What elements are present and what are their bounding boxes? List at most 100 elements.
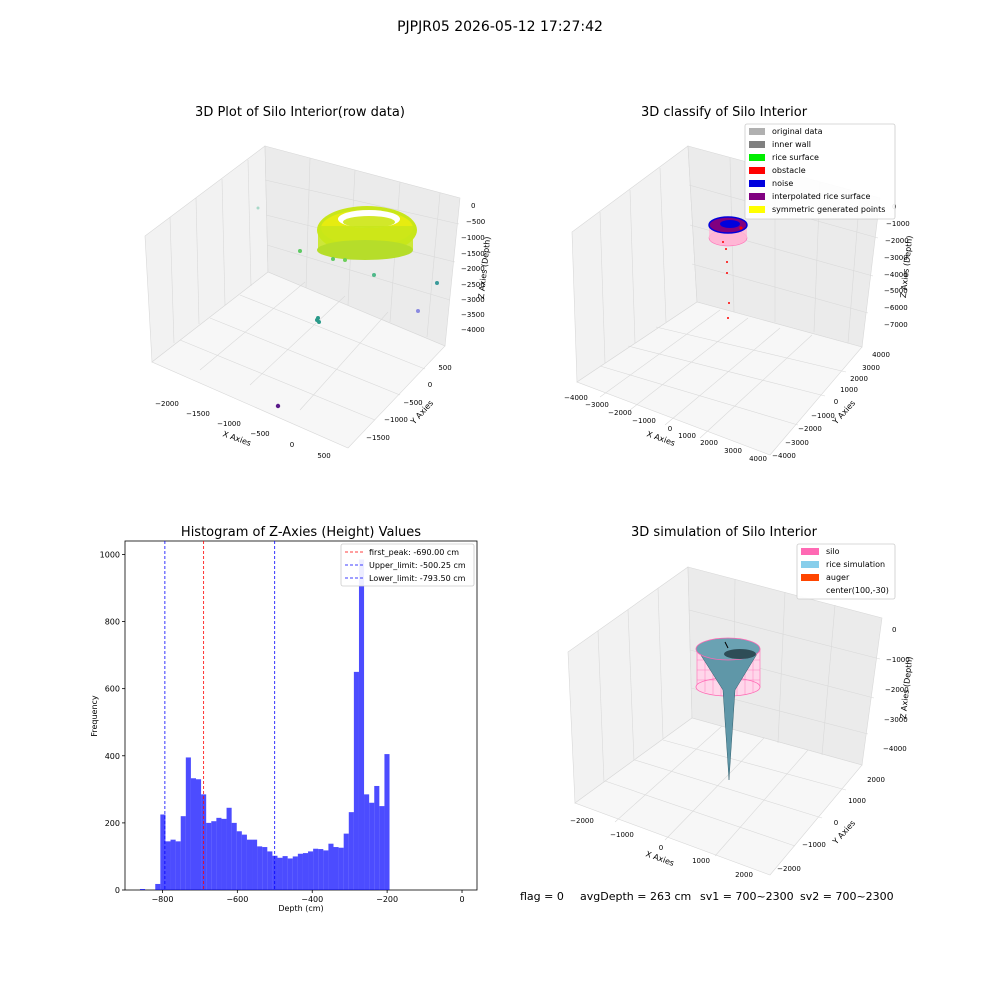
histogram-legend: first_peak: -690.00 cm Upper_limit: -500… bbox=[340, 543, 475, 587]
histogram-y-tick-label: 800 bbox=[105, 618, 120, 627]
simulation-x-ticks: −2000 −1000 0 1000 2000 bbox=[570, 817, 753, 879]
svg-text:−2000: −2000 bbox=[461, 265, 485, 273]
legend-swatch-interpolated-rice-surface bbox=[749, 193, 765, 200]
svg-text:−3500: −3500 bbox=[461, 311, 485, 319]
svg-text:4000: 4000 bbox=[749, 455, 767, 463]
legend-label-inner-wall: inner wall bbox=[772, 140, 811, 149]
svg-text:−2000: −2000 bbox=[608, 409, 632, 417]
histogram-ylabel: Frequency bbox=[90, 695, 99, 737]
panel-raw-data-3d: 3D Plot of Silo Interior(row data) bbox=[144, 105, 492, 460]
histogram-bar bbox=[318, 849, 324, 890]
histogram-bar bbox=[206, 822, 212, 890]
classify-x-ticks: −4000 −3000 −2000 −1000 0 1000 2000 3000… bbox=[564, 394, 767, 463]
svg-text:−2000: −2000 bbox=[885, 237, 909, 245]
svg-text:2000: 2000 bbox=[700, 439, 718, 447]
simulation-legend: silo rice simulation auger center(100,-3… bbox=[796, 543, 896, 600]
classify-title: 3D classify of Silo Interior bbox=[641, 105, 808, 120]
legend-label-obstacle: obstacle bbox=[772, 166, 806, 175]
svg-text:−1500: −1500 bbox=[461, 250, 485, 258]
legend-label-symmetric-generated-points: symmetric generated points bbox=[772, 205, 885, 214]
svg-text:−2000: −2000 bbox=[570, 817, 594, 825]
svg-text:−2500: −2500 bbox=[461, 281, 485, 289]
histogram-bar bbox=[252, 839, 258, 890]
legend-label-upper-limit: Upper_limit: -500.25 cm bbox=[369, 561, 466, 570]
legend-swatch-noise bbox=[749, 180, 765, 187]
simulation-title: 3D simulation of Silo Interior bbox=[631, 525, 818, 540]
legend-label-interpolated-rice-surface: interpolated rice surface bbox=[772, 192, 870, 201]
svg-text:4000: 4000 bbox=[872, 351, 890, 359]
svg-text:0: 0 bbox=[892, 626, 896, 634]
histogram-bar bbox=[241, 834, 247, 890]
svg-text:−2000: −2000 bbox=[155, 400, 179, 408]
classify-y-ticks: 4000 3000 2000 1000 0 −1000 −2000 −3000 … bbox=[772, 351, 890, 460]
histogram-bar bbox=[211, 821, 217, 890]
svg-text:500: 500 bbox=[317, 452, 330, 460]
status-flag: flag = 0 bbox=[520, 890, 564, 903]
svg-text:−1500: −1500 bbox=[366, 434, 390, 442]
histogram-bar bbox=[190, 778, 196, 890]
histogram-bar bbox=[262, 847, 268, 890]
svg-text:0: 0 bbox=[668, 425, 672, 433]
histogram-bar bbox=[277, 857, 283, 890]
histogram-bar bbox=[297, 853, 303, 890]
svg-text:−500: −500 bbox=[403, 399, 422, 407]
status-line: flag = 0 avgDepth = 263 cm sv1 = 700~230… bbox=[520, 890, 894, 903]
histogram-bar bbox=[231, 822, 237, 890]
legend-label-auger: auger bbox=[826, 573, 850, 582]
histogram-y-tick-label: 400 bbox=[105, 752, 120, 761]
raw-y-ticks: 500 0 −500 −1000 −1500 bbox=[366, 364, 452, 442]
legend-swatch-inner-wall bbox=[749, 141, 765, 148]
histogram-bar bbox=[384, 754, 390, 890]
svg-text:−1000: −1000 bbox=[632, 417, 656, 425]
svg-text:1000: 1000 bbox=[840, 386, 858, 394]
histogram-bar bbox=[221, 818, 227, 890]
svg-text:0: 0 bbox=[834, 819, 838, 827]
histogram-bar bbox=[257, 846, 263, 890]
histogram-x-ticks: −800 −600 −400 −200 0 bbox=[151, 890, 465, 904]
histogram-y-tick-label: 200 bbox=[105, 819, 120, 828]
histogram-bar bbox=[175, 841, 181, 890]
legend-label-rice-surface: rice surface bbox=[772, 153, 819, 162]
histogram-bar bbox=[358, 559, 365, 890]
svg-text:−3000: −3000 bbox=[585, 401, 609, 409]
legend-label-center: center(100,-30) bbox=[826, 586, 889, 595]
histogram-bar bbox=[267, 851, 273, 890]
histogram-bar bbox=[195, 779, 202, 890]
svg-text:−4000: −4000 bbox=[884, 271, 908, 279]
histogram-bar bbox=[236, 831, 242, 890]
svg-text:−1000: −1000 bbox=[811, 412, 835, 420]
histogram-bar bbox=[170, 839, 176, 890]
histogram-y-tick-label: 600 bbox=[105, 685, 120, 694]
svg-text:0: 0 bbox=[290, 441, 294, 449]
svg-text:−1000: −1000 bbox=[217, 420, 241, 428]
svg-text:0: 0 bbox=[834, 398, 838, 406]
histogram-bar bbox=[379, 806, 385, 890]
svg-text:−6000: −6000 bbox=[884, 304, 908, 312]
svg-text:−3000: −3000 bbox=[884, 254, 908, 262]
svg-text:3000: 3000 bbox=[862, 364, 880, 372]
svg-text:−1000: −1000 bbox=[886, 656, 910, 664]
histogram-bar bbox=[282, 856, 288, 890]
svg-text:1000: 1000 bbox=[848, 797, 866, 805]
legend-swatch-rice-surface bbox=[749, 154, 765, 161]
legend-label-noise: noise bbox=[772, 179, 793, 188]
histogram-bar bbox=[160, 814, 166, 890]
svg-text:−1000: −1000 bbox=[610, 831, 634, 839]
svg-text:−1500: −1500 bbox=[186, 410, 210, 418]
histogram-bar bbox=[369, 802, 375, 890]
svg-text:−1000: −1000 bbox=[802, 841, 826, 849]
raw-title: 3D Plot of Silo Interior(row data) bbox=[195, 105, 405, 120]
legend-label-original-data: original data bbox=[772, 127, 823, 136]
histogram-bar bbox=[308, 851, 314, 890]
svg-text:−1000: −1000 bbox=[461, 234, 485, 242]
histogram-bar bbox=[333, 847, 339, 890]
svg-text:−1000: −1000 bbox=[384, 416, 408, 424]
svg-text:−7000: −7000 bbox=[884, 321, 908, 329]
svg-text:−3000: −3000 bbox=[884, 716, 908, 724]
classify-point-cloud bbox=[708, 216, 748, 319]
legend-swatch-rice-simulation bbox=[801, 561, 819, 568]
raw-z-ticks: 0 −500 −1000 −1500 −2000 −2500 −3000 −35… bbox=[461, 202, 485, 334]
histogram-bar bbox=[292, 856, 298, 890]
svg-text:0: 0 bbox=[428, 381, 432, 389]
histogram-bar bbox=[338, 847, 344, 890]
